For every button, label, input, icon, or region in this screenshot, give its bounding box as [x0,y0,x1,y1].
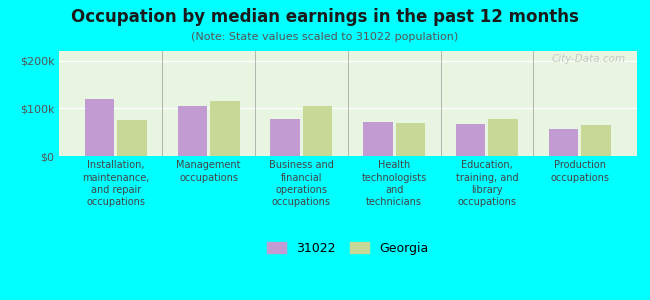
Bar [456,124,486,156]
Bar [303,106,332,156]
Bar [117,120,147,156]
Text: (Note: State values scaled to 31022 population): (Note: State values scaled to 31022 popu… [191,32,459,41]
Text: City-Data.com: City-Data.com [551,54,625,64]
Bar [210,101,240,156]
Legend: 31022, Georgia: 31022, Georgia [263,238,432,258]
Bar [270,119,300,156]
Bar [177,106,207,156]
Bar [395,123,425,156]
Text: Occupation by median earnings in the past 12 months: Occupation by median earnings in the pas… [71,8,579,26]
Bar [363,122,393,156]
Bar [581,125,611,156]
Bar [549,129,578,156]
Bar [84,99,114,156]
Bar [488,119,518,156]
